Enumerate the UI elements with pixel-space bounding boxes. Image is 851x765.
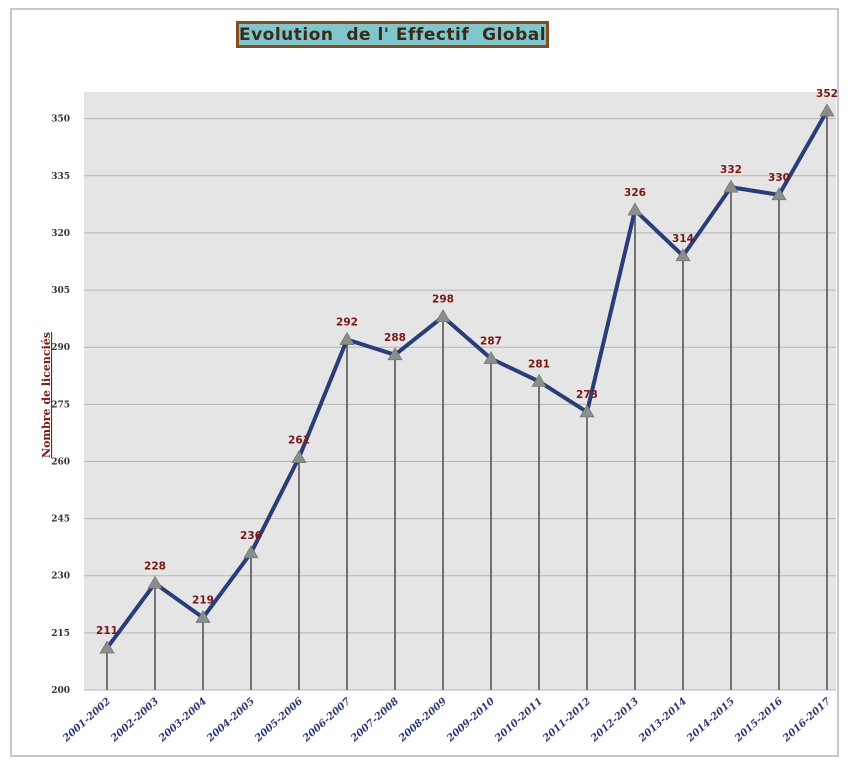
drop-lines [106, 111, 828, 690]
grid-lines [84, 118, 836, 691]
data-point [771, 187, 787, 201]
y-tick-label: 245 [51, 515, 70, 525]
x-tick-label: 2008-2009 [396, 696, 449, 745]
x-tick-label: 2011-2012 [540, 696, 593, 745]
data-point [675, 248, 691, 262]
x-tick-label: 2012-2013 [588, 696, 641, 745]
data-point [435, 309, 451, 323]
data-point [291, 450, 307, 463]
y-tick-label: 260 [51, 457, 70, 467]
x-tick-label: 2010-2011 [492, 696, 545, 745]
data-label: 298 [432, 294, 454, 306]
data-label: 352 [816, 88, 838, 100]
y-tick-label: 275 [51, 400, 70, 410]
data-point [627, 202, 643, 216]
y-tick-label: 230 [51, 572, 70, 582]
data-point [339, 331, 355, 345]
y-axis-ticks: 200 215 230 245 260 275 290 305 320 335 350 [51, 115, 70, 696]
data-labels: 211 228 219 236 261 292 288 298 287 281 273 326 314 3… [96, 88, 838, 637]
y-tick-label: 200 [51, 686, 70, 696]
y-tick-label: 320 [51, 229, 70, 239]
y-tick-label: 215 [51, 629, 70, 639]
data-point [483, 351, 499, 364]
data-label: 211 [96, 625, 118, 637]
data-point [579, 404, 595, 418]
data-label: 288 [384, 332, 406, 344]
y-tick-label: 350 [51, 115, 70, 125]
data-point [723, 179, 739, 193]
data-point [531, 373, 547, 387]
x-tick-label: 2004-2005 [204, 696, 257, 745]
data-label: 261 [288, 435, 310, 447]
series-line [105, 110, 829, 650]
data-label: 236 [240, 530, 262, 542]
series-markers [99, 103, 835, 654]
x-axis-ticks: 2001-20022002-20032003-20042004-20052005… [60, 696, 833, 745]
x-tick-label: 2006-2007 [300, 696, 353, 745]
x-tick-label: 2014-2015 [684, 696, 737, 745]
data-label: 292 [336, 317, 358, 329]
y-tick-label: 335 [51, 172, 70, 182]
y-tick-label: 305 [51, 286, 70, 296]
x-tick-label: 2001-2002 [60, 696, 113, 745]
data-label: 326 [624, 187, 646, 199]
plot-area [84, 92, 836, 690]
data-point [147, 575, 163, 589]
data-point [819, 103, 835, 117]
x-tick-label: 2002-2003 [108, 696, 161, 745]
x-tick-label: 2016-2017 [780, 696, 833, 745]
data-point [99, 640, 115, 654]
x-tick-label: 2013-2014 [636, 696, 689, 745]
x-tick-label: 2015-2016 [732, 696, 785, 745]
data-label: 219 [192, 595, 214, 607]
chart-title-box: Evolution de l' Effectif Global [236, 21, 549, 48]
y-tick-label: 290 [51, 343, 70, 353]
data-label: 314 [672, 233, 694, 245]
chart-title: Evolution de l' Effectif Global [238, 24, 547, 45]
data-label: 228 [144, 560, 166, 572]
x-tick-label: 2003-2004 [156, 696, 209, 745]
data-label: 332 [720, 164, 742, 176]
x-tick-label: 2007-2008 [348, 696, 401, 745]
data-point [195, 610, 211, 623]
data-label: 330 [768, 172, 790, 184]
x-tick-label: 2005-2006 [252, 696, 305, 745]
data-label: 287 [480, 336, 502, 348]
data-point [243, 545, 259, 559]
x-tick-label: 2009-2010 [444, 696, 497, 745]
y-axis-label: Nombre de licenciés [40, 332, 53, 458]
data-label: 281 [528, 358, 550, 370]
data-point [387, 347, 403, 361]
data-label: 273 [576, 389, 598, 401]
